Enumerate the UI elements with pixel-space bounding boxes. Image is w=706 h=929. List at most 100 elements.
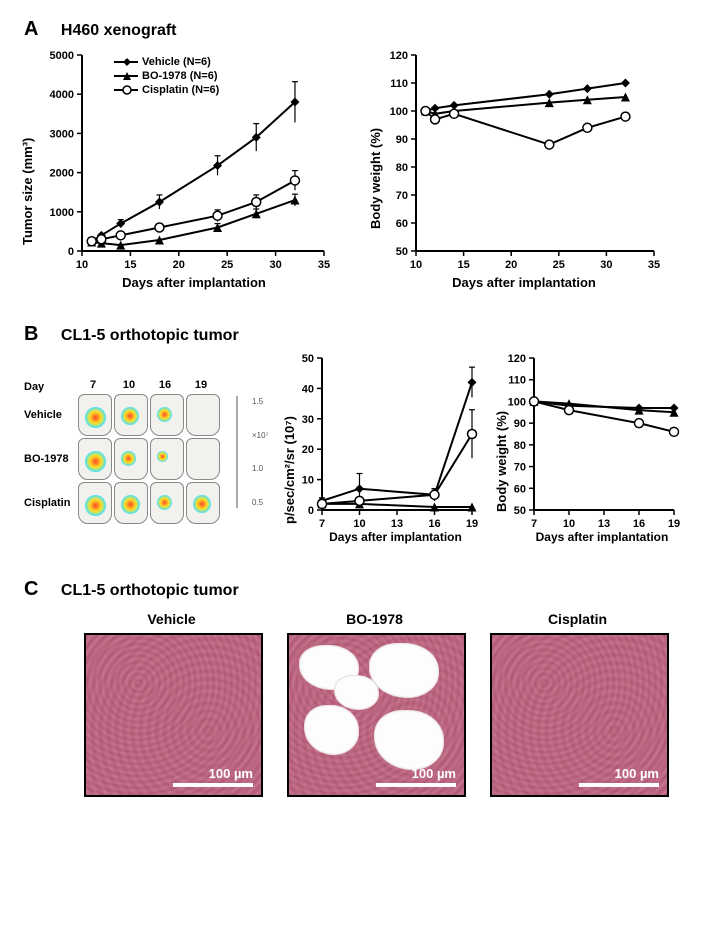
svg-text:70: 70 xyxy=(514,462,526,474)
histology-label: Vehicle xyxy=(84,611,259,627)
b1-xlabel: Days after implantation xyxy=(315,530,475,544)
alveolar-space xyxy=(304,705,359,755)
bioluminescence-spot xyxy=(157,451,168,462)
svg-text:15: 15 xyxy=(457,259,469,271)
histology-label: BO-1978 xyxy=(287,611,462,627)
mouse-image xyxy=(150,482,184,524)
svg-text:90: 90 xyxy=(396,134,408,146)
cb-tick-2: 0.5 xyxy=(252,498,268,507)
days-header: Day xyxy=(24,381,76,393)
b1-svg: 71013161901020304050 xyxy=(280,352,480,532)
svg-text:19: 19 xyxy=(668,518,680,530)
scalebar: 100 µm xyxy=(376,766,456,787)
mouse-image xyxy=(114,438,148,480)
panel-c: C CL1-5 orthotopic tumor Vehicle100 µmBO… xyxy=(24,578,682,797)
mice-row-cisplatin: Cisplatin xyxy=(24,481,220,525)
legend-cisplatin-label: Cisplatin (N=6) xyxy=(142,84,219,96)
svg-text:5000: 5000 xyxy=(50,50,74,62)
alveolar-space xyxy=(374,710,444,770)
mouse-image xyxy=(186,394,220,436)
svg-text:13: 13 xyxy=(598,518,610,530)
a1-ylabel: Tumor size (mm³) xyxy=(20,138,35,245)
svg-text:7: 7 xyxy=(531,518,537,530)
scalebar: 100 µm xyxy=(579,766,659,787)
mice-row-label: Cisplatin xyxy=(24,497,76,509)
svg-text:50: 50 xyxy=(396,246,408,258)
svg-text:20: 20 xyxy=(173,259,185,271)
legend-cisplatin: Cisplatin (N=6) xyxy=(114,83,219,97)
svg-text:35: 35 xyxy=(648,259,660,271)
figure-page: A H460 xenograft Tumor size (mm³) 10 15 20… xyxy=(0,0,706,929)
panel-a-tumor-chart: Tumor size (mm³) 10152025303501000200030… xyxy=(24,47,334,297)
svg-text:40: 40 xyxy=(302,383,314,395)
a2-svg: 1015202530355060708090100110120 xyxy=(364,47,664,277)
svg-text:70: 70 xyxy=(396,190,408,202)
bioluminescence-spot xyxy=(121,495,140,514)
day-7: 7 xyxy=(76,379,110,391)
mice-rows: Vehicle BO-1978 Cisplatin xyxy=(24,393,220,525)
svg-text:30: 30 xyxy=(302,414,314,426)
day-16: 16 xyxy=(148,379,182,391)
cb-tick-0: 1.5 xyxy=(252,397,268,406)
a-legend: Vehicle (N=6) BO-1978 (N=6) Cisplatin (N… xyxy=(114,55,219,97)
bioluminescence-spot xyxy=(85,407,106,428)
panel-a-title: H460 xenograft xyxy=(61,22,177,40)
a1-xlabel: Days after implantation xyxy=(84,275,304,290)
mouse-image xyxy=(78,438,112,480)
panel-c-letter: C xyxy=(24,578,38,601)
a2-xlabel: Days after implantation xyxy=(414,275,634,290)
panel-a-letter: A xyxy=(24,18,38,41)
legend-vehicle: Vehicle (N=6) xyxy=(114,55,219,69)
svg-text:20: 20 xyxy=(505,259,517,271)
svg-text:10: 10 xyxy=(410,259,422,271)
a2-ylabel: Body weight (%) xyxy=(368,128,383,229)
bioluminescence-spot xyxy=(157,407,172,422)
alveolar-space xyxy=(369,643,439,698)
histology-bo-1978: BO-1978 100 µm xyxy=(287,611,462,797)
svg-text:100: 100 xyxy=(390,106,408,118)
svg-text:19: 19 xyxy=(466,518,478,530)
svg-text:50: 50 xyxy=(514,505,526,517)
svg-text:10: 10 xyxy=(302,475,314,487)
svg-text:60: 60 xyxy=(514,483,526,495)
panel-a-weight-chart: Body weight (%) 101520253035506070809010… xyxy=(364,47,664,297)
svg-text:10: 10 xyxy=(563,518,575,530)
histology-image: 100 µm xyxy=(490,633,669,797)
mouse-image xyxy=(186,482,220,524)
mouse-image xyxy=(186,438,220,480)
svg-text:30: 30 xyxy=(600,259,612,271)
histology-cisplatin: Cisplatin100 µm xyxy=(490,611,665,797)
mice-images: Day 7 10 16 19 Vehicle BO-1978 Cisplatin xyxy=(24,379,220,525)
svg-text:0: 0 xyxy=(308,505,314,517)
panel-b-title: CL1-5 orthotopic tumor xyxy=(61,327,239,345)
panel-b-letter: B xyxy=(24,323,38,346)
svg-text:90: 90 xyxy=(514,418,526,430)
svg-text:13: 13 xyxy=(391,518,403,530)
mouse-image xyxy=(150,438,184,480)
svg-text:120: 120 xyxy=(390,50,408,62)
svg-text:0: 0 xyxy=(68,246,74,258)
b2-svg: 7101316195060708090100110120 xyxy=(492,352,682,532)
svg-text:110: 110 xyxy=(390,78,408,90)
histology-vehicle: Vehicle100 µm xyxy=(84,611,259,797)
mouse-image xyxy=(114,482,148,524)
svg-text:30: 30 xyxy=(269,259,281,271)
legend-bo1978-label: BO-1978 (N=6) xyxy=(142,70,218,82)
svg-text:4000: 4000 xyxy=(50,89,74,101)
day-labels: 7 10 16 19 xyxy=(76,379,218,391)
mice-row-label: Vehicle xyxy=(24,409,76,421)
svg-text:25: 25 xyxy=(221,259,233,271)
histology-row: Vehicle100 µmBO-1978100 µmCisplatin100 µ… xyxy=(84,611,682,797)
mouse-image xyxy=(78,394,112,436)
svg-text:15: 15 xyxy=(124,259,136,271)
svg-text:16: 16 xyxy=(429,518,441,530)
histology-image: 100 µm xyxy=(84,633,263,797)
svg-text:80: 80 xyxy=(396,162,408,174)
mouse-image xyxy=(114,394,148,436)
svg-text:120: 120 xyxy=(508,353,526,365)
mice-row-label: BO-1978 xyxy=(24,453,76,465)
legend-vehicle-label: Vehicle (N=6) xyxy=(142,56,211,68)
b1-ylabel: p/sec/cm²/sr (10⁷) xyxy=(282,416,297,524)
svg-text:3000: 3000 xyxy=(50,128,74,140)
svg-text:25: 25 xyxy=(553,259,565,271)
